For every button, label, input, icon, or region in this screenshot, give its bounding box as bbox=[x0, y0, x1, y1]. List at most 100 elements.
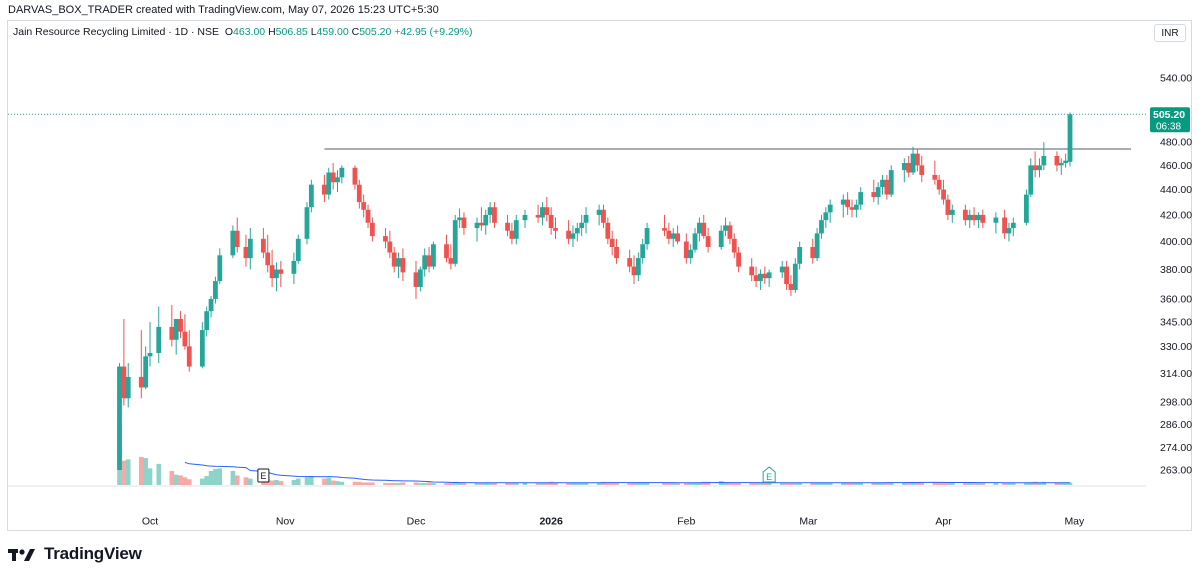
volume-bar bbox=[335, 481, 340, 485]
volume-bar bbox=[701, 481, 707, 485]
candle-body bbox=[304, 207, 310, 239]
volume-bar bbox=[200, 478, 205, 485]
y-tick-label: 298.00 bbox=[1160, 396, 1192, 408]
last-price-value: 505.20 bbox=[1153, 109, 1185, 121]
candle-body bbox=[143, 356, 149, 388]
candle-body bbox=[444, 244, 449, 259]
candle-body bbox=[718, 230, 724, 247]
candle bbox=[609, 230, 615, 256]
volume-bar bbox=[330, 480, 336, 485]
volume-bar bbox=[505, 482, 510, 485]
volume-bar bbox=[352, 481, 358, 485]
candle-body bbox=[993, 217, 999, 223]
volume-bar bbox=[640, 483, 646, 485]
candle-body bbox=[457, 217, 462, 221]
candle-body bbox=[574, 228, 580, 234]
volume-bar bbox=[601, 481, 606, 485]
candle bbox=[234, 217, 240, 253]
y-tick-label: 400.00 bbox=[1160, 236, 1192, 248]
candle bbox=[827, 199, 833, 223]
candle-body bbox=[400, 258, 406, 273]
volume-bar bbox=[875, 482, 881, 485]
symbol-name[interactable]: Jain Resource Recycling Limited · 1D · N… bbox=[13, 26, 219, 38]
candle-body bbox=[138, 376, 144, 388]
candle-body bbox=[736, 252, 742, 267]
volume-bar bbox=[322, 478, 327, 485]
candle-body bbox=[217, 255, 223, 282]
volume-bar bbox=[483, 482, 489, 485]
candle bbox=[396, 252, 401, 279]
volume-bar bbox=[492, 483, 497, 485]
volume-bar bbox=[544, 482, 550, 485]
candle bbox=[431, 241, 436, 270]
candle-body bbox=[936, 179, 942, 190]
candle bbox=[840, 194, 846, 218]
candle-body bbox=[635, 258, 641, 276]
candle-body bbox=[949, 209, 955, 215]
candle-body bbox=[426, 255, 432, 267]
candle bbox=[208, 295, 214, 318]
volume-bar bbox=[636, 483, 641, 485]
candle-body bbox=[204, 311, 210, 331]
candle bbox=[156, 306, 162, 364]
volume-bar bbox=[387, 483, 393, 485]
tradingview-footer: TradingView bbox=[8, 543, 142, 565]
candle-body bbox=[422, 255, 428, 270]
volume-bar bbox=[182, 477, 188, 485]
candle-body bbox=[583, 214, 589, 223]
currency-button[interactable]: INR bbox=[1154, 24, 1186, 42]
symbol-legend: Jain Resource Recycling Limited · 1D · N… bbox=[13, 26, 472, 38]
y-tick-label: 286.00 bbox=[1160, 419, 1192, 431]
candle bbox=[269, 249, 275, 287]
candle bbox=[1032, 151, 1038, 178]
candle-body bbox=[544, 207, 550, 215]
candle-body bbox=[980, 214, 986, 223]
volume-bar bbox=[910, 482, 916, 485]
candle bbox=[967, 209, 973, 229]
volume-bar bbox=[147, 468, 153, 485]
candle bbox=[906, 155, 912, 178]
volume-bar bbox=[243, 477, 249, 485]
candle-body bbox=[749, 266, 755, 276]
candle-body bbox=[1028, 165, 1034, 195]
candle bbox=[417, 266, 423, 292]
candle bbox=[522, 209, 528, 229]
candle-body bbox=[278, 269, 284, 274]
y-tick-label: 330.00 bbox=[1160, 341, 1192, 353]
candle bbox=[1041, 142, 1047, 171]
candle-body bbox=[666, 230, 672, 239]
candle bbox=[574, 222, 580, 242]
candle bbox=[901, 158, 907, 183]
volume-bar bbox=[513, 483, 519, 485]
volume-bar bbox=[553, 482, 558, 485]
candle bbox=[583, 207, 589, 234]
chart-frame bbox=[7, 20, 1192, 531]
candle-body bbox=[840, 199, 846, 205]
candle bbox=[644, 222, 650, 250]
volume-bar bbox=[596, 482, 602, 485]
candle-body bbox=[383, 236, 388, 242]
earnings-marker: E bbox=[257, 468, 270, 483]
earnings-marker-label: E bbox=[766, 472, 772, 482]
volume-bar bbox=[213, 469, 218, 485]
candle-body bbox=[849, 207, 855, 210]
volume-bar bbox=[361, 482, 366, 485]
candle-body bbox=[962, 209, 968, 221]
volume-bar bbox=[178, 475, 183, 485]
candle bbox=[217, 248, 223, 285]
volume-ma-line bbox=[184, 461, 1070, 484]
volume-bar bbox=[627, 483, 632, 485]
candle-body bbox=[731, 238, 737, 253]
candle-body bbox=[784, 266, 789, 285]
volume-bar bbox=[858, 482, 864, 485]
candle-body bbox=[361, 202, 367, 210]
volume-bar bbox=[479, 483, 484, 485]
volume-bar bbox=[535, 483, 541, 485]
volume-bar bbox=[474, 483, 480, 485]
volume-bar bbox=[1006, 483, 1012, 485]
candle bbox=[766, 269, 772, 287]
volume-bar bbox=[705, 481, 711, 485]
candle bbox=[758, 269, 763, 290]
candle-body bbox=[819, 220, 824, 234]
